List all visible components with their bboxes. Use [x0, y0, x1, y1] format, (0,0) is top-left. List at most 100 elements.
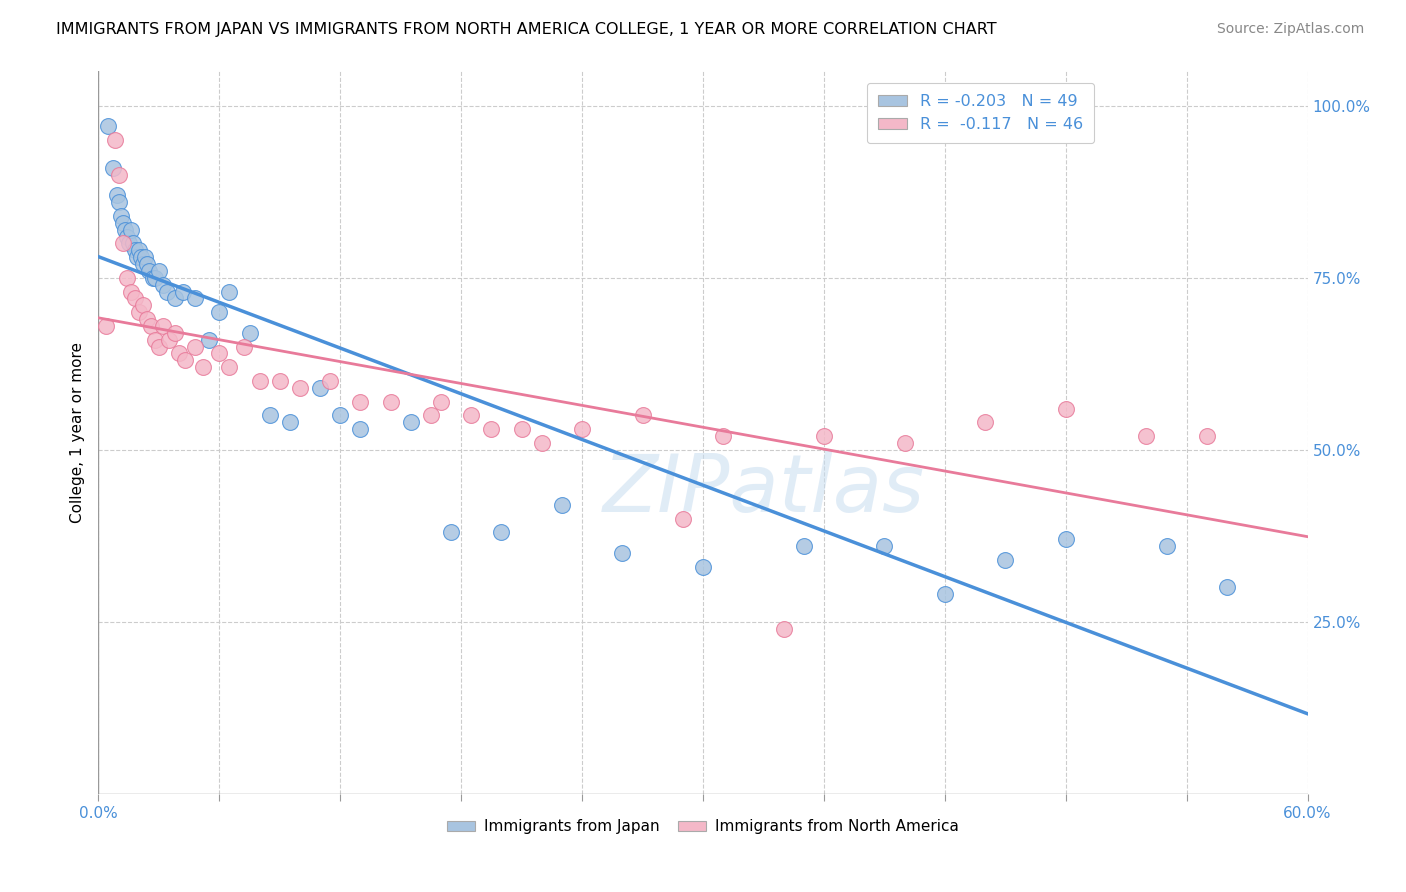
Point: [143, 333, 166, 347]
Point: [139, 318, 162, 333]
Point: [107, 195, 129, 210]
Point: [793, 539, 815, 553]
Point: [111, 236, 134, 251]
Point: [259, 409, 281, 423]
Point: [135, 312, 157, 326]
Point: [1135, 429, 1157, 443]
Point: [172, 285, 194, 299]
Point: [631, 409, 654, 423]
Y-axis label: College, 1 year or more: College, 1 year or more: [69, 343, 84, 523]
Point: [124, 292, 146, 306]
Point: [148, 264, 170, 278]
Point: [103, 133, 125, 147]
Point: [813, 429, 835, 443]
Point: [239, 326, 262, 340]
Point: [460, 409, 482, 423]
Point: [120, 222, 142, 236]
Point: [1156, 539, 1178, 553]
Point: [551, 498, 574, 512]
Point: [208, 305, 231, 319]
Point: [349, 394, 371, 409]
Point: [184, 340, 207, 354]
Point: [218, 360, 240, 375]
Point: [198, 333, 221, 347]
Point: [232, 340, 254, 354]
Point: [430, 394, 453, 409]
Point: [142, 270, 165, 285]
Point: [530, 436, 553, 450]
Text: IMMIGRANTS FROM JAPAN VS IMMIGRANTS FROM NORTH AMERICA COLLEGE, 1 YEAR OR MORE C: IMMIGRANTS FROM JAPAN VS IMMIGRANTS FROM…: [56, 22, 997, 37]
Point: [107, 168, 129, 182]
Point: [491, 525, 513, 540]
Point: [132, 298, 155, 312]
Point: [129, 250, 152, 264]
Point: [873, 539, 896, 553]
Point: [156, 285, 179, 299]
Point: [120, 285, 142, 299]
Point: [114, 222, 136, 236]
Point: [249, 374, 271, 388]
Point: [309, 381, 332, 395]
Point: [105, 188, 128, 202]
Point: [174, 353, 197, 368]
Point: [96, 318, 118, 333]
Point: [118, 236, 141, 251]
Legend: Immigrants from Japan, Immigrants from North America: Immigrants from Japan, Immigrants from N…: [441, 814, 965, 840]
Point: [138, 264, 160, 278]
Point: [121, 236, 143, 251]
Point: [1054, 401, 1077, 416]
Point: [288, 381, 311, 395]
Point: [163, 292, 186, 306]
Point: [380, 394, 402, 409]
Point: [672, 511, 695, 525]
Point: [124, 244, 146, 258]
Point: [319, 374, 342, 388]
Point: [571, 422, 593, 436]
Text: ZIPatlas: ZIPatlas: [602, 451, 925, 530]
Point: [152, 277, 174, 292]
Point: [1195, 429, 1218, 443]
Point: [481, 422, 503, 436]
Point: [218, 285, 240, 299]
Point: [128, 305, 150, 319]
Point: [440, 525, 463, 540]
Point: [125, 250, 148, 264]
Point: [97, 120, 120, 134]
Point: [111, 216, 134, 230]
Point: [152, 318, 174, 333]
Point: [510, 422, 533, 436]
Point: [132, 257, 155, 271]
Point: [110, 209, 132, 223]
Point: [134, 250, 156, 264]
Point: [1054, 533, 1077, 547]
Point: [994, 553, 1017, 567]
Point: [143, 270, 166, 285]
Point: [101, 161, 124, 175]
Point: [148, 340, 170, 354]
Point: [772, 622, 794, 636]
Point: [167, 346, 190, 360]
Point: [269, 374, 291, 388]
Point: [893, 436, 915, 450]
Point: [349, 422, 371, 436]
Point: [1216, 581, 1239, 595]
Text: Source: ZipAtlas.com: Source: ZipAtlas.com: [1216, 22, 1364, 37]
Point: [128, 244, 150, 258]
Point: [208, 346, 231, 360]
Point: [163, 326, 186, 340]
Point: [115, 229, 138, 244]
Point: [692, 559, 714, 574]
Point: [157, 333, 180, 347]
Point: [934, 587, 956, 601]
Point: [974, 415, 997, 429]
Point: [193, 360, 215, 375]
Point: [420, 409, 443, 423]
Point: [711, 429, 734, 443]
Point: [135, 257, 157, 271]
Point: [612, 546, 634, 560]
Point: [115, 270, 138, 285]
Point: [184, 292, 207, 306]
Point: [278, 415, 301, 429]
Point: [399, 415, 422, 429]
Point: [329, 409, 352, 423]
